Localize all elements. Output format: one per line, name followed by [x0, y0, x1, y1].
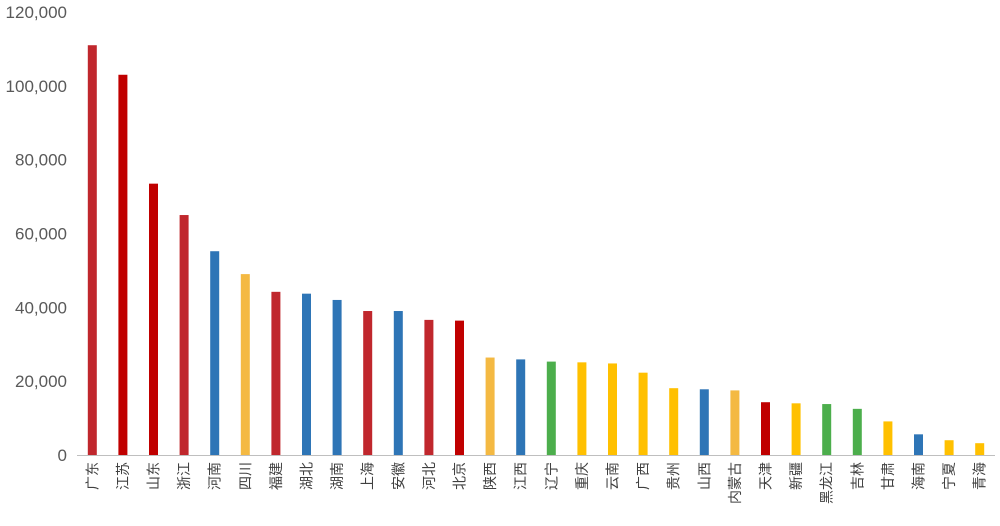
bar-27 [914, 434, 923, 455]
bar-15 [546, 361, 556, 455]
y-tick-label: 60,000 [15, 225, 67, 244]
x-tick-label: 江苏 [116, 462, 132, 490]
bar-25 [852, 408, 862, 455]
y-tick-label: 0 [58, 446, 67, 465]
x-tick-label: 重庆 [575, 462, 591, 490]
x-tick-label: 安徽 [391, 462, 407, 490]
bar-24 [822, 404, 832, 455]
bar-28 [944, 440, 954, 455]
x-tick-label: 四川 [238, 462, 254, 490]
x-tick-label: 吉林 [850, 462, 866, 490]
bar-5 [240, 274, 250, 455]
x-tick-label: 天津 [759, 462, 775, 490]
y-tick-label: 80,000 [15, 151, 67, 170]
x-tick-label: 陕西 [483, 462, 499, 490]
bar-12 [455, 320, 464, 455]
bar-4 [210, 251, 220, 455]
x-tick-label: 黑龙江 [820, 462, 836, 504]
bar-13 [485, 357, 495, 455]
x-tick-label: 河南 [208, 462, 224, 490]
x-tick-label: 山西 [697, 462, 713, 490]
bar-0 [87, 45, 97, 455]
x-tick-label: 辽宁 [543, 462, 560, 490]
bar-6 [271, 291, 281, 455]
bar-10 [393, 311, 403, 455]
x-tick-label: 广西 [636, 462, 652, 490]
bar-22 [761, 402, 770, 455]
bar-16 [577, 362, 587, 455]
bar-2 [149, 183, 158, 455]
x-axis: 广东 江苏 山东 浙江 河南 四川 福建 湖北 湖南 上海 安徽 河北 北京 陕西 江西 辽宁 重庆 云南 广西 贵州… [85, 462, 988, 504]
x-tick-label: 山东 [147, 462, 163, 490]
bar-9 [363, 311, 373, 455]
bar-19 [669, 388, 679, 455]
x-tick-label: 湖北 [300, 462, 316, 490]
x-tick-label: 上海 [361, 462, 377, 490]
bar-1 [118, 74, 128, 455]
x-tick-label: 新疆 [789, 462, 805, 490]
bar-23 [791, 403, 801, 455]
x-tick-label: 内蒙古 [728, 462, 744, 504]
x-tick-label: 云南 [606, 462, 622, 490]
x-tick-label: 甘肃 [881, 462, 897, 490]
y-tick-label: 20,000 [15, 372, 67, 391]
bar-3 [179, 215, 189, 455]
bar-21 [730, 390, 740, 455]
y-axis: 0 20,000 40,000 60,000 80,000 100,000 120,000 [6, 3, 67, 465]
x-tick-label: 北京 [453, 462, 469, 490]
bar-14 [516, 359, 526, 455]
bars [87, 45, 985, 455]
x-tick-label: 河北 [422, 462, 438, 490]
bar-20 [699, 389, 709, 455]
x-tick-label: 广东 [85, 462, 101, 490]
x-tick-label: 海南 [912, 462, 928, 490]
bar-18 [638, 372, 648, 455]
y-tick-label: 100,000 [6, 77, 67, 96]
bar-26 [883, 421, 893, 455]
x-tick-label: 青海 [973, 462, 989, 490]
x-tick-label: 江西 [514, 462, 530, 490]
bar-7 [302, 293, 311, 455]
y-tick-label: 120,000 [6, 3, 67, 22]
bar-11 [424, 319, 434, 455]
x-tick-label: 福建 [269, 462, 285, 490]
x-tick-label: 贵州 [667, 462, 683, 490]
x-tick-label: 宁夏 [941, 462, 958, 490]
bar-17 [608, 363, 617, 455]
x-tick-label: 湖南 [330, 462, 346, 490]
y-tick-label: 40,000 [15, 298, 67, 317]
bar-8 [332, 299, 342, 455]
bar-29 [975, 443, 985, 455]
x-tick-label: 浙江 [177, 462, 193, 490]
